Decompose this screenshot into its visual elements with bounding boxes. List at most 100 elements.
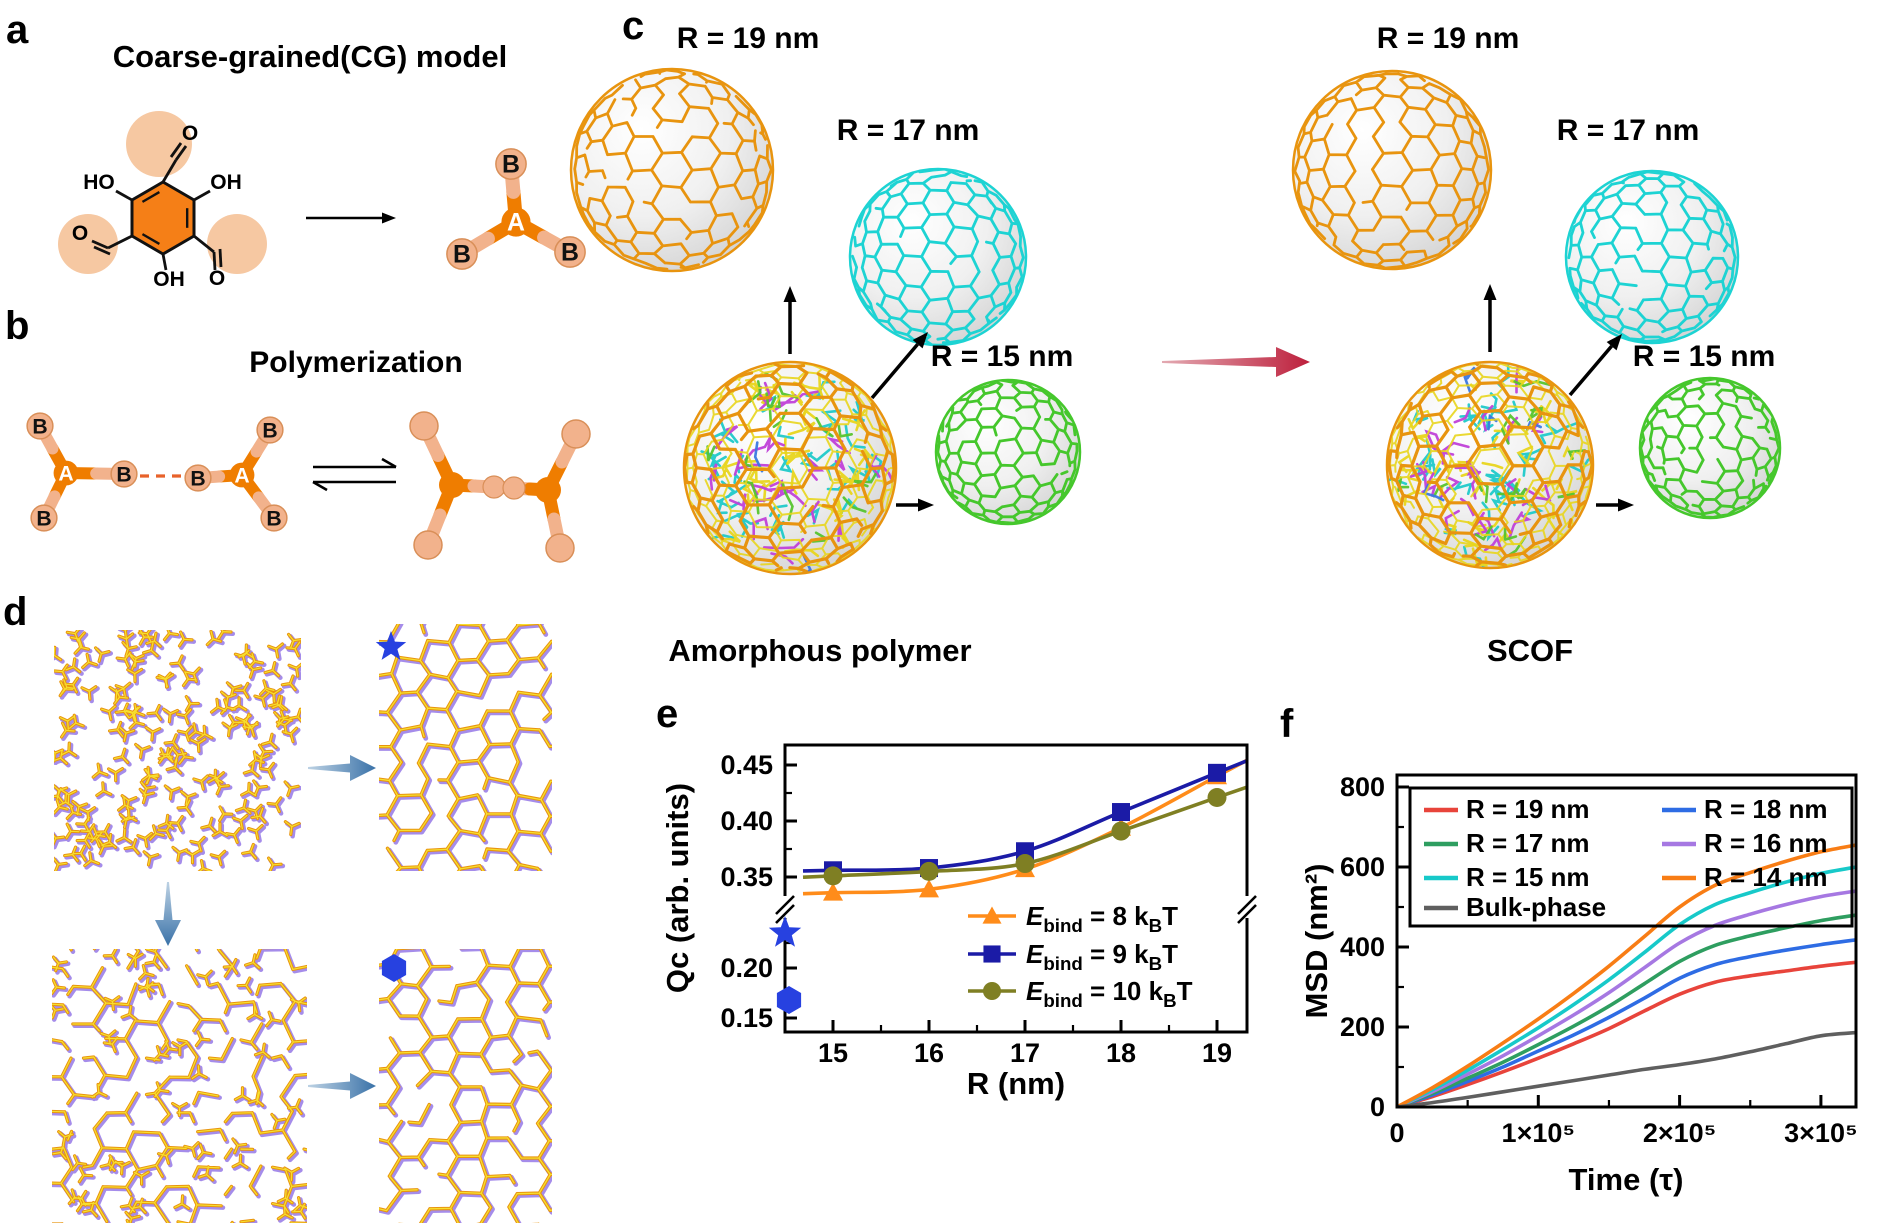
svg-text:Qc (arb. units): Qc (arb. units) xyxy=(660,783,695,993)
aldehyde-o-top: O xyxy=(182,122,198,145)
panel-a-label: a xyxy=(6,8,29,52)
svg-text:Ebind = 8 kBT: Ebind = 8 kBT xyxy=(1026,901,1178,936)
plot-frame xyxy=(783,743,1249,1034)
svg-text:0: 0 xyxy=(1370,1092,1385,1122)
sphere-label-r19-left: R = 19 nm xyxy=(676,22,820,55)
panel-e-label: e xyxy=(656,692,679,736)
svg-text:Time (τ): Time (τ) xyxy=(1569,1162,1684,1197)
svg-text:3×10⁵: 3×10⁵ xyxy=(1784,1118,1858,1148)
series-line-R = 17 nm xyxy=(1398,913,1855,1106)
svg-text:B: B xyxy=(561,240,579,267)
svg-text:R = 18 nm: R = 18 nm xyxy=(1704,794,1828,824)
svg-text:R = 17 nm: R = 17 nm xyxy=(1466,828,1590,858)
svg-text:R = 16 nm: R = 16 nm xyxy=(1704,828,1828,858)
svg-text:A: A xyxy=(507,210,525,237)
svg-text:0.35: 0.35 xyxy=(720,862,773,892)
panel-d-artwork xyxy=(52,624,552,1223)
panel-b-title: Polymerization xyxy=(249,346,463,379)
svg-text:200: 200 xyxy=(1340,1012,1385,1042)
mesh-sphere-r19-left xyxy=(569,67,775,273)
hydroxyl-ho: HO xyxy=(83,171,115,194)
snapshot-network-partial xyxy=(52,949,307,1223)
mesh-sphere-r17-left xyxy=(848,167,1028,347)
panel-d-label: d xyxy=(3,590,28,634)
equilibrium-arrows-icon xyxy=(312,457,397,492)
hexagon-annotation-icon xyxy=(776,986,802,1014)
svg-text:0.20: 0.20 xyxy=(720,953,773,983)
panel-a-artwork: O O O HO OH OH B B B A xyxy=(58,111,586,291)
svg-text:R = 19 nm: R = 19 nm xyxy=(1466,794,1590,824)
mesh-sphere-r15-right xyxy=(1638,376,1782,520)
svg-text:B: B xyxy=(116,463,131,486)
series-line-R = 19 nm xyxy=(1398,960,1855,1106)
panel-e-chart: 0.35 0.40 0.45 0.15 0.20 15 16 17 18 19 Ebind = 8 … xyxy=(660,743,1257,1101)
svg-text:2×10⁵: 2×10⁵ xyxy=(1643,1118,1717,1148)
series-line-Bulk-phase xyxy=(1398,1030,1855,1106)
svg-text:Bulk-phase: Bulk-phase xyxy=(1466,892,1606,922)
series-line-R = 15 nm xyxy=(1398,865,1855,1106)
svg-text:B: B xyxy=(502,152,520,179)
series-line-R = 14 nm xyxy=(1398,843,1855,1106)
multicolor-sphere-right xyxy=(1385,360,1595,570)
sphere-label-r17-right: R = 17 nm xyxy=(1556,114,1700,147)
svg-text:0.15: 0.15 xyxy=(720,1003,773,1033)
panel-b-label: b xyxy=(5,304,30,348)
panel-f-label: f xyxy=(1280,702,1294,746)
svg-text:15: 15 xyxy=(818,1038,848,1068)
panel-a-title: Coarse-grained(CG) model xyxy=(112,39,508,74)
svg-text:1×10⁵: 1×10⁵ xyxy=(1502,1118,1576,1148)
cg-monomer-a: B B B A xyxy=(446,148,586,270)
sphere-label-r15-left: R = 15 nm xyxy=(930,340,1074,373)
snapshot-network-final xyxy=(379,949,552,1223)
svg-text:R (nm): R (nm) xyxy=(967,1066,1065,1101)
mesh-sphere-r19-right xyxy=(1291,69,1493,271)
svg-text:A: A xyxy=(58,462,73,485)
series-line-R = 18 nm xyxy=(1398,938,1855,1106)
panel-f-chart: 0 200 400 600 800 0 1×10⁵ 2×10⁵ 3×10⁵ R = 19 nm R … xyxy=(1299,772,1858,1197)
svg-text:0.40: 0.40 xyxy=(720,806,773,836)
aldehyde-o-left: O xyxy=(72,222,88,245)
snapshot-network-dense xyxy=(379,624,552,871)
aldehyde-o-right: O xyxy=(209,267,225,290)
star-annotation-icon xyxy=(768,916,802,947)
svg-text:R = 14 nm: R = 14 nm xyxy=(1704,862,1828,892)
snapshot-monomers xyxy=(54,630,301,871)
svg-text:17: 17 xyxy=(1010,1038,1040,1068)
star-marker-icon xyxy=(375,631,407,660)
cg-model-molecule: O O O HO OH OH xyxy=(58,111,267,291)
mesh-sphere-r17-right xyxy=(1564,169,1740,345)
svg-text:MSD (nm²): MSD (nm²) xyxy=(1299,864,1334,1019)
svg-text:B: B xyxy=(32,415,47,438)
svg-text:600: 600 xyxy=(1340,852,1385,882)
bonded-dimer xyxy=(409,411,591,563)
svg-text:Ebind = 10 kBT: Ebind = 10 kBT xyxy=(1026,976,1193,1011)
hydroxyl-oh-right: OH xyxy=(210,171,242,194)
svg-text:B: B xyxy=(453,242,471,269)
svg-text:19: 19 xyxy=(1202,1038,1232,1068)
svg-text:0: 0 xyxy=(1389,1118,1404,1148)
svg-text:Ebind = 9 kBT: Ebind = 9 kBT xyxy=(1026,939,1178,974)
sphere-label-r15-right: R = 15 nm xyxy=(1632,340,1776,373)
svg-text:18: 18 xyxy=(1106,1038,1136,1068)
svg-text:A: A xyxy=(234,464,249,487)
svg-text:B: B xyxy=(262,419,277,442)
svg-text:800: 800 xyxy=(1340,772,1385,802)
mesh-sphere-r15-left xyxy=(934,378,1082,526)
panel-c-label: c xyxy=(622,4,645,48)
svg-text:B: B xyxy=(190,467,205,490)
svg-text:B: B xyxy=(266,507,281,530)
panel-c-artwork xyxy=(569,67,1782,576)
svg-text:16: 16 xyxy=(914,1038,944,1068)
svg-text:400: 400 xyxy=(1340,932,1385,962)
hydroxyl-oh-bottom: OH xyxy=(153,268,185,291)
hexagon-marker-icon xyxy=(381,954,407,982)
sphere-label-r19-right: R = 19 nm xyxy=(1376,22,1520,55)
svg-text:B: B xyxy=(36,507,51,530)
series-line-R = 16 nm xyxy=(1398,889,1855,1106)
plot-frame xyxy=(1395,773,1858,1109)
svg-text:R = 15 nm: R = 15 nm xyxy=(1466,862,1590,892)
